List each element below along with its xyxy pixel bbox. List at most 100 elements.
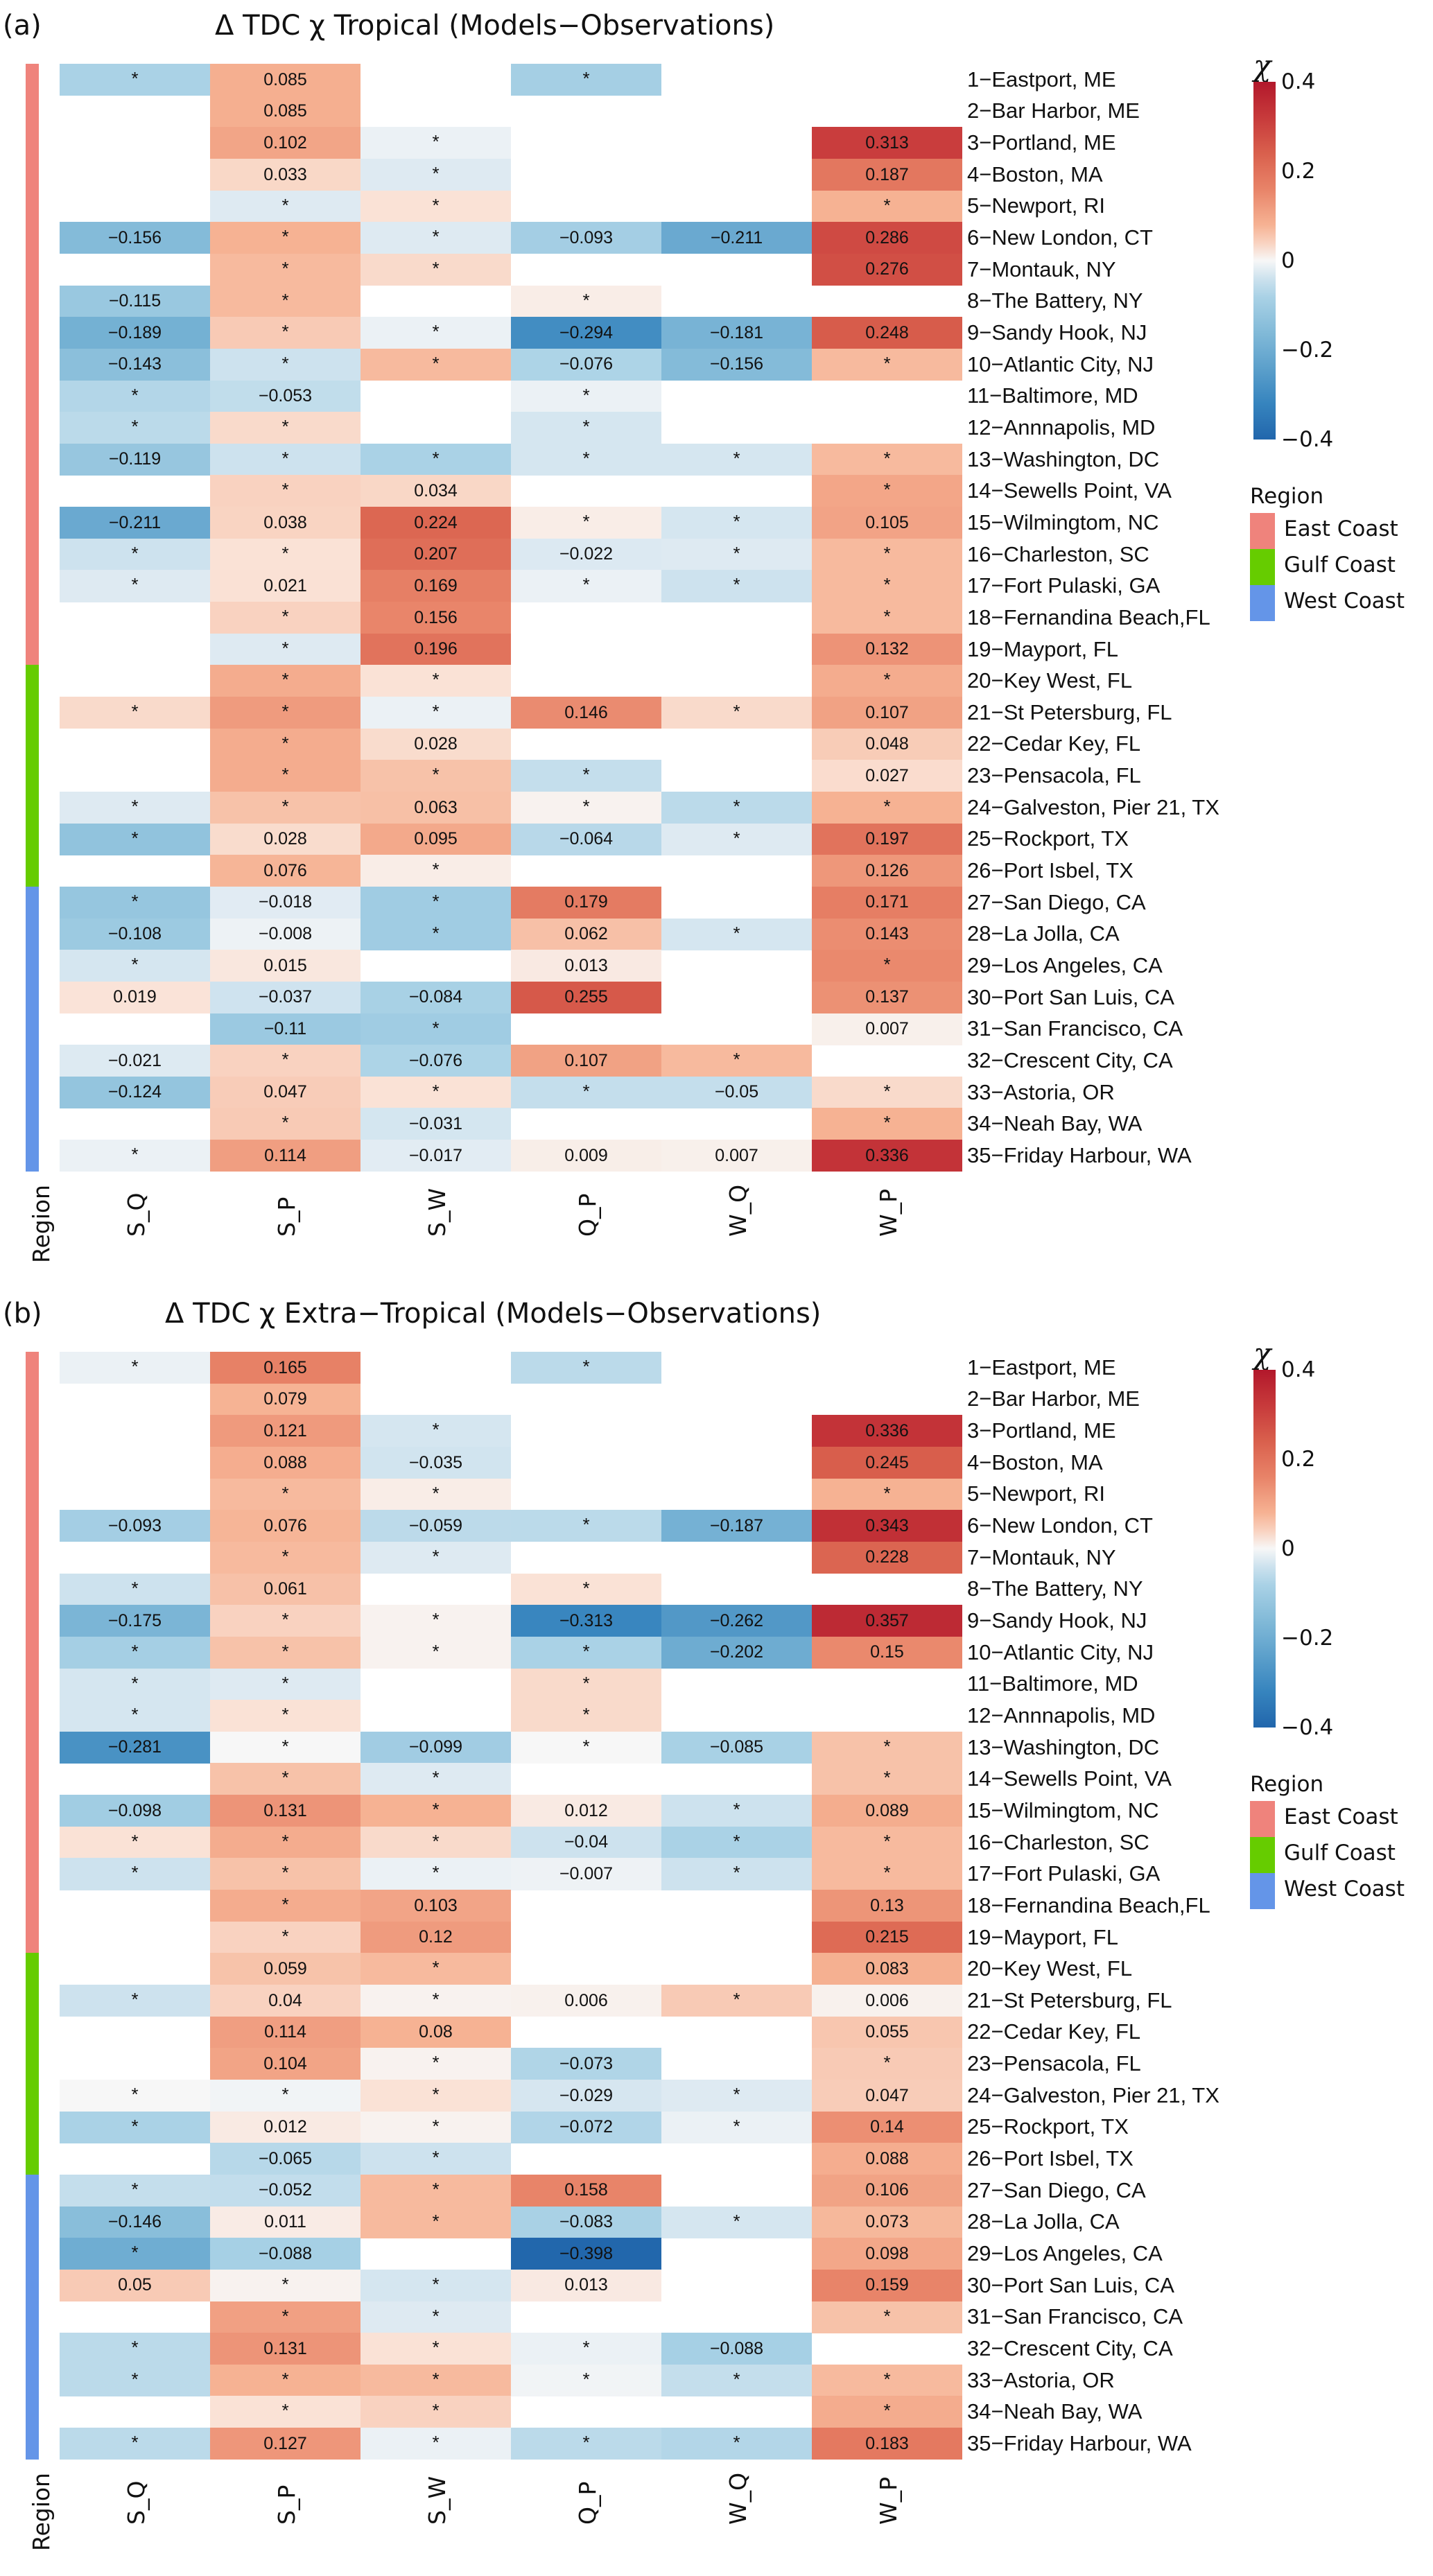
station-label: 5−Newport, RI: [967, 193, 1106, 218]
station-label: 7−Montauk, NY: [967, 256, 1116, 281]
heatmap-cell: *: [661, 697, 812, 729]
heatmap-cell: 0.114: [210, 2016, 361, 2048]
colorbar-tick: −0.2: [1281, 338, 1334, 363]
heatmap-cell: *: [60, 570, 210, 602]
heatmap-cell: 0.171: [812, 886, 962, 919]
heatmap-cell: *: [210, 1668, 361, 1700]
heatmap-cell: *: [661, 2079, 812, 2112]
heatmap-cell: 0.183: [812, 2428, 962, 2460]
heatmap-cell: *: [210, 1605, 361, 1637]
heatmap-cell: *: [361, 1605, 511, 1637]
heatmap-cell: −0.093: [511, 222, 661, 254]
heatmap-cell: *: [812, 791, 962, 824]
heatmap-cell: *: [210, 1541, 361, 1574]
station-label: 8−The Battery, NY: [967, 1576, 1143, 1601]
heatmap-cell: *: [511, 507, 661, 539]
station-label: 31−San Francisco, CA: [967, 1016, 1183, 1041]
colorbar-tick: −0.4: [1281, 427, 1334, 452]
heatmap-cell: *: [60, 1826, 210, 1859]
station-label: 12−Annnapolis, MD: [967, 1703, 1156, 1728]
panel-label: (a): [3, 10, 42, 42]
heatmap-cell: 0.224: [361, 507, 511, 539]
station-label: 22−Cedar Key, FL: [967, 731, 1141, 756]
heatmap-cell: 0.156: [361, 602, 511, 634]
heatmap-cell: *: [812, 2301, 962, 2333]
heatmap-cell: 0.033: [210, 158, 361, 191]
station-label: 17−Fort Pulaski, GA: [967, 573, 1161, 598]
station-label: 9−Sandy Hook, NJ: [967, 1608, 1147, 1633]
heatmap-cell: −0.211: [661, 222, 812, 254]
station-label: 12−Annnapolis, MD: [967, 415, 1156, 440]
legend-title: Region: [1250, 1772, 1324, 1797]
station-label: 29−Los Angeles, CA: [967, 953, 1163, 977]
heatmap-cell: *: [661, 538, 812, 571]
column-label: W_Q: [724, 1184, 752, 1237]
heatmap-cell: −0.008: [210, 918, 361, 950]
heatmap-cell: −0.398: [511, 2238, 661, 2270]
heatmap-cell: *: [361, 665, 511, 697]
heatmap-cell: 0.15: [812, 1636, 962, 1669]
heatmap-cell: *: [361, 443, 511, 476]
heatmap-cell: *: [361, 2301, 511, 2333]
station-label: 31−San Francisco, CA: [967, 2304, 1183, 2329]
heatmap-cell: *: [361, 2111, 511, 2143]
station-label: 23−Pensacola, FL: [967, 2051, 1141, 2076]
heatmap-cell: 0.248: [812, 317, 962, 349]
heatmap-cell: *: [210, 2079, 361, 2112]
heatmap-cell: 0.089: [812, 1795, 962, 1827]
heatmap-cell: −0.076: [511, 348, 661, 381]
heatmap-cell: *: [60, 1140, 210, 1172]
heatmap-cell: 0.012: [511, 1795, 661, 1827]
station-label: 30−Port San Luis, CA: [967, 984, 1174, 1009]
heatmap-cell: *: [210, 285, 361, 317]
heatmap-cell: 0.007: [661, 1140, 812, 1172]
heatmap-cell: *: [361, 127, 511, 159]
station-label: 29−Los Angeles, CA: [967, 2241, 1163, 2265]
heatmap-cell: *: [210, 1763, 361, 1795]
heatmap-cell: *: [661, 1795, 812, 1827]
heatmap-cell: −0.313: [511, 1605, 661, 1637]
heatmap-cell: 0.114: [210, 1140, 361, 1172]
legend-label: East Coast: [1284, 1804, 1398, 1829]
station-label: 13−Washington, DC: [967, 1734, 1160, 1759]
colorbar-tick: 0: [1281, 1536, 1295, 1561]
heatmap-cell: *: [60, 886, 210, 919]
heatmap-cell: *: [511, 2364, 661, 2396]
station-label: 14−Sewells Point, VA: [967, 478, 1172, 503]
heatmap-cell: *: [361, 697, 511, 729]
heatmap-cell: −0.088: [661, 2333, 812, 2365]
heatmap-cell: 0.085: [210, 64, 361, 96]
station-label: 21−St Petersburg, FL: [967, 1987, 1172, 2012]
heatmap-cell: *: [361, 1858, 511, 1890]
chart-title: Δ TDC χ Tropical (Models−Observations): [215, 10, 775, 42]
heatmap-cell: 0.088: [210, 1446, 361, 1479]
column-label: W_Q: [724, 2472, 752, 2525]
heatmap-cell: −0.018: [210, 886, 361, 919]
station-label: 10−Atlantic City, NJ: [967, 351, 1154, 376]
station-label: 5−Newport, RI: [967, 1481, 1106, 1506]
heatmap-cell: *: [210, 602, 361, 634]
legend-label: Gulf Coast: [1284, 552, 1396, 577]
heatmap-cell: 0.059: [210, 1953, 361, 1985]
heatmap-cell: 0.028: [361, 728, 511, 760]
colorbar-tick: 0.2: [1281, 1447, 1316, 1472]
heatmap-cell: *: [60, 2333, 210, 2365]
heatmap-cell: *: [60, 1636, 210, 1669]
heatmap-cell: 0.076: [210, 855, 361, 887]
colorbar-title: χ: [1253, 1337, 1271, 1370]
region-bar-west-coast: [26, 886, 39, 1172]
station-label: 2−Bar Harbor, ME: [967, 98, 1140, 123]
heatmap-cell: −0.088: [210, 2238, 361, 2270]
heatmap-cell: *: [210, 791, 361, 824]
heatmap-cell: 0.343: [812, 1510, 962, 1542]
heatmap-cell: 0.048: [812, 728, 962, 760]
legend-swatch-west-coast: [1250, 585, 1275, 621]
station-label: 25−Rockport, TX: [967, 2114, 1129, 2139]
station-label: 15−Wilmingtom, NC: [967, 1798, 1159, 1822]
heatmap-cell: 0.215: [812, 1921, 962, 1953]
heatmap-cell: 0.158: [511, 2174, 661, 2207]
heatmap-cell: *: [661, 1858, 812, 1890]
region-bar-east-coast: [26, 64, 39, 665]
station-label: 8−The Battery, NY: [967, 288, 1143, 313]
heatmap-cell: 0.027: [812, 760, 962, 792]
